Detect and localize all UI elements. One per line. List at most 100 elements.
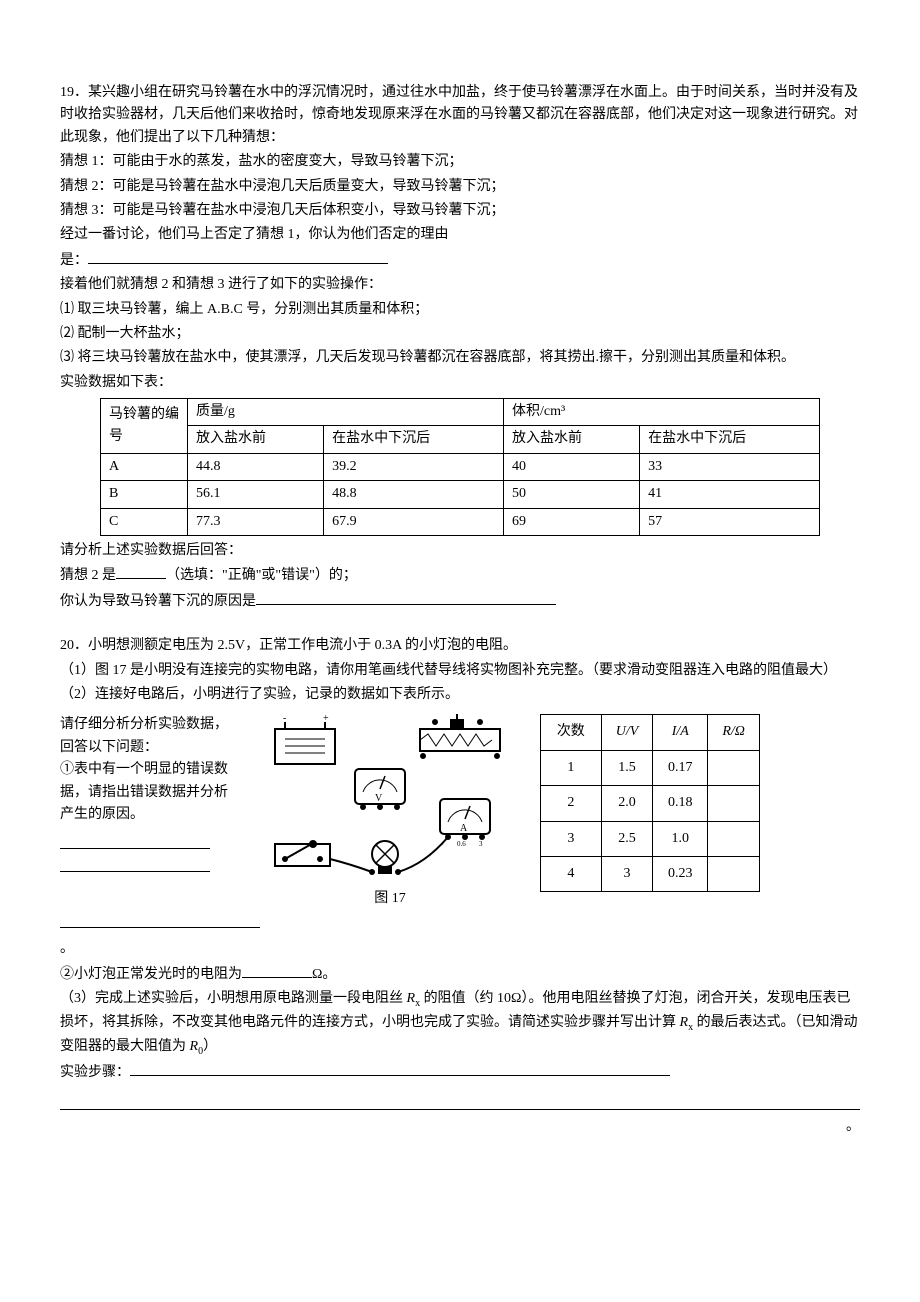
- cell: U/V: [601, 715, 653, 750]
- cell: 2.0: [601, 786, 653, 821]
- cell-vol-header: 体积/cm³: [503, 399, 819, 426]
- q20-p1: （1）图 17 是小明没有连接完的实物电路，请你用笔画线代替导线将实物图补充完整…: [60, 660, 860, 682]
- q19-deny-pre: 经过一番讨论，他们马上否定了猜想 1，你认为他们否定的理由: [60, 224, 860, 246]
- table-row: 1 1.5 0.17: [541, 750, 760, 785]
- svg-text:A: A: [460, 823, 468, 834]
- cell: 50: [503, 481, 639, 508]
- cell: I/A: [653, 715, 708, 750]
- q19-g2-pre: 猜想 2 是: [60, 568, 116, 583]
- cell: 57: [640, 508, 820, 535]
- q20-table-wrap: 次数 U/V I/A R/Ω 1 1.5 0.17 2 2.0 0.18 3 2…: [540, 714, 760, 892]
- q20-extra-blank: [60, 913, 860, 936]
- cell: 1.5: [601, 750, 653, 785]
- cell-id-header: 马铃薯的编号: [101, 399, 188, 454]
- q20-left-text: 请仔细分析分析实验数据，回答以下问题： ①表中有一个明显的错误数据，请指出错误数…: [60, 714, 240, 876]
- cell: 2: [541, 786, 602, 821]
- q19-table-caption: 实验数据如下表：: [60, 372, 860, 394]
- cell: 次数: [541, 715, 602, 750]
- cell: 1.0: [653, 821, 708, 856]
- blank-fill[interactable]: [88, 249, 388, 264]
- blank-fill[interactable]: [60, 830, 210, 849]
- cell: 77.3: [188, 508, 324, 535]
- cell: [708, 786, 760, 821]
- table-row: 2 2.0 0.18: [541, 786, 760, 821]
- circuit-diagram-icon: - + V A: [255, 714, 525, 884]
- cell: 69: [503, 508, 639, 535]
- cell: 56.1: [188, 481, 324, 508]
- q19-g2-post: （选填："正确"或"错误"）的；: [166, 568, 357, 583]
- q20-p3: （3）完成上述实验后，小明想用原电路测量一段电阻丝 Rx 的阻值（约 10Ω）。…: [60, 988, 860, 1059]
- cell: 40: [503, 453, 639, 480]
- q19-table: 马铃薯的编号 质量/g 体积/cm³ 放入盐水前 在盐水中下沉后 放入盐水前 在…: [100, 398, 820, 536]
- trailing-period: 。: [60, 1116, 860, 1138]
- svg-text:V: V: [375, 793, 383, 804]
- cell: R/Ω: [708, 715, 760, 750]
- cell: 39.2: [324, 453, 504, 480]
- q19-guess1: 猜想 1：可能由于水的蒸发，盐水的密度变大，导致马铃薯下沉；: [60, 151, 860, 173]
- q19-step1: ⑴ 取三块马铃薯，编上 A.B.C 号，分别测出其质量和体积；: [60, 299, 860, 321]
- svg-text:+: +: [323, 714, 329, 724]
- q19-intro: 19．某兴趣小组在研究马铃薯在水中的浮沉情况时，通过往水中加盐，终于使马铃薯漂浮…: [60, 82, 860, 149]
- q20-steps-label: 实验步骤：: [60, 1065, 130, 1080]
- blank-fill[interactable]: [116, 564, 166, 579]
- cell: 3: [601, 856, 653, 891]
- cell: 41: [640, 481, 820, 508]
- q19-step3: ⑶ 将三块马铃薯放在盐水中，使其漂浮，几天后发现马铃薯都沉在容器底部，将其捞出.…: [60, 347, 860, 369]
- cell: [708, 750, 760, 785]
- cell: 0.17: [653, 750, 708, 785]
- q19-reason: 你认为导致马铃薯下沉的原因是: [60, 594, 256, 609]
- cell: [708, 856, 760, 891]
- cell: 2.5: [601, 821, 653, 856]
- q19-step2: ⑵ 配制一大杯盐水；: [60, 323, 860, 345]
- cell: 48.8: [324, 481, 504, 508]
- q19-deny-line: 是：: [60, 249, 860, 272]
- cell: 4: [541, 856, 602, 891]
- blank-fill[interactable]: [130, 1061, 670, 1076]
- q19-cont: 接着他们就猜想 2 和猜想 3 进行了如下的实验操作：: [60, 274, 860, 296]
- cell: B: [101, 481, 188, 508]
- q20-left-para: 请仔细分析分析实验数据，回答以下问题： ①表中有一个明显的错误数据，请指出错误数…: [60, 714, 240, 826]
- table-row: C 77.3 67.9 69 57: [101, 508, 820, 535]
- table-row: 3 2.5 1.0: [541, 821, 760, 856]
- q19-guess3: 猜想 3：可能是马铃薯在盐水中浸泡几天后体积变小，导致马铃薯下沉；: [60, 200, 860, 222]
- cell: 在盐水中下沉后: [324, 426, 504, 453]
- q20-p2b-post: Ω。: [312, 967, 336, 982]
- q19-deny-is: 是：: [60, 253, 88, 268]
- q20-title: 20．小明想测额定电压为 2.5V，正常工作电流小于 0.3A 的小灯泡的电阻。: [60, 635, 860, 657]
- cell: 在盐水中下沉后: [640, 426, 820, 453]
- svg-text:0.6: 0.6: [457, 840, 466, 848]
- table-row: 4 3 0.23: [541, 856, 760, 891]
- cell: 1: [541, 750, 602, 785]
- cell: [708, 821, 760, 856]
- table-row: 放入盐水前 在盐水中下沉后 放入盐水前 在盐水中下沉后: [101, 426, 820, 453]
- q20-figure: - + V A: [250, 714, 530, 910]
- table-row: 次数 U/V I/A R/Ω: [541, 715, 760, 750]
- cell: 放入盐水前: [503, 426, 639, 453]
- cell: 0.23: [653, 856, 708, 891]
- cell: 0.18: [653, 786, 708, 821]
- cell: 33: [640, 453, 820, 480]
- figure-caption: 图 17: [250, 888, 530, 910]
- blank-fill[interactable]: [60, 913, 260, 928]
- q20-period: 。: [60, 938, 860, 960]
- svg-text:3: 3: [479, 840, 483, 848]
- cell: 67.9: [324, 508, 504, 535]
- blank-fill[interactable]: [60, 1091, 860, 1110]
- cell: 44.8: [188, 453, 324, 480]
- q19-reason-line: 你认为导致马铃薯下沉的原因是: [60, 590, 860, 613]
- q19-analyze: 请分析上述实验数据后回答：: [60, 540, 860, 562]
- blank-fill[interactable]: [242, 963, 312, 978]
- q20-steps: 实验步骤：: [60, 1061, 860, 1084]
- cell: 3: [541, 821, 602, 856]
- q19-g2-line: 猜想 2 是 （选填："正确"或"错误"）的；: [60, 564, 860, 587]
- table-row: 马铃薯的编号 质量/g 体积/cm³: [101, 399, 820, 426]
- blank-fill[interactable]: [60, 853, 210, 872]
- q20-p2b-pre: ②小灯泡正常发光时的电阻为: [60, 967, 242, 982]
- q20-p2b: ②小灯泡正常发光时的电阻为 Ω。: [60, 963, 860, 986]
- q19-guess2: 猜想 2：可能是马铃薯在盐水中浸泡几天后质量变大，导致马铃薯下沉；: [60, 176, 860, 198]
- blank-fill[interactable]: [256, 590, 556, 605]
- cell: C: [101, 508, 188, 535]
- cell: A: [101, 453, 188, 480]
- table-row: A 44.8 39.2 40 33: [101, 453, 820, 480]
- cell-mass-header: 质量/g: [188, 399, 504, 426]
